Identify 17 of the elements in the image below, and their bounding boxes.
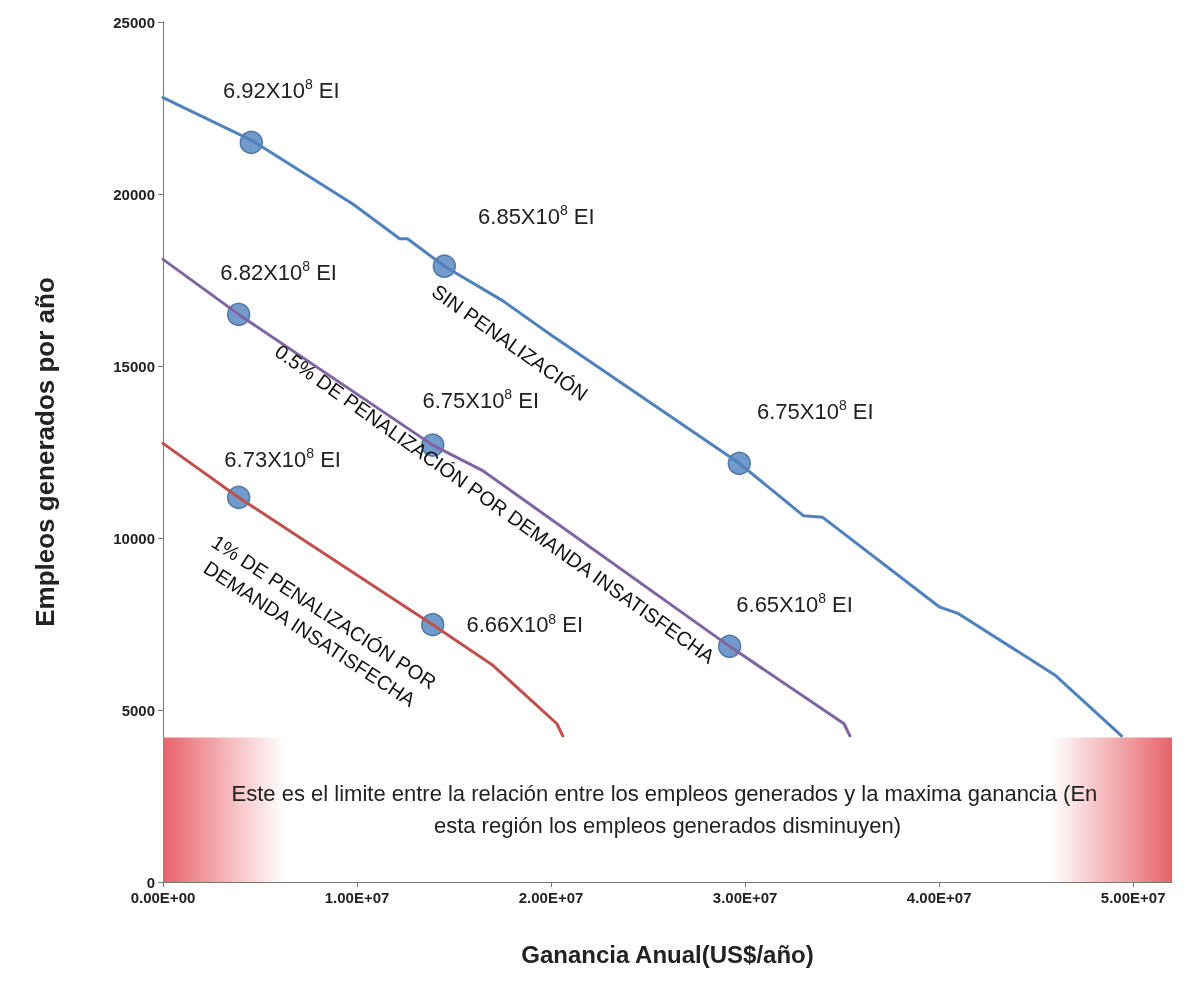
x-tick-label: 4.00E+07 xyxy=(906,889,972,906)
line-series xyxy=(161,96,1124,738)
line-series xyxy=(161,257,852,738)
x-tick-label: 2.00E+07 xyxy=(518,889,584,906)
y-tick-label: 15000 xyxy=(113,357,155,375)
x-tick-label: 0.00E+00 xyxy=(130,889,196,906)
x-tick-label: 3.00E+07 xyxy=(712,889,778,906)
y-tick-label: 5000 xyxy=(121,701,155,719)
x-tick-label: 1.00E+07 xyxy=(324,889,390,906)
x-tick-label: 5.00E+07 xyxy=(1100,889,1166,906)
y-axis-title: Empleos generados por año xyxy=(30,277,60,627)
x-axis-title: Ganancia Anual(US$/año) xyxy=(521,940,814,968)
band-label: Este es el limite entre la relación entre los empleos generados y la maxima ganancia (En esta región los empleos generados disminuyen) xyxy=(231,781,1104,839)
y-tick-label: 20000 xyxy=(113,185,155,203)
y-tick-label: 10000 xyxy=(113,529,155,547)
y-tick-label: 0 xyxy=(146,873,155,891)
y-tick-label: 25000 xyxy=(113,13,155,31)
